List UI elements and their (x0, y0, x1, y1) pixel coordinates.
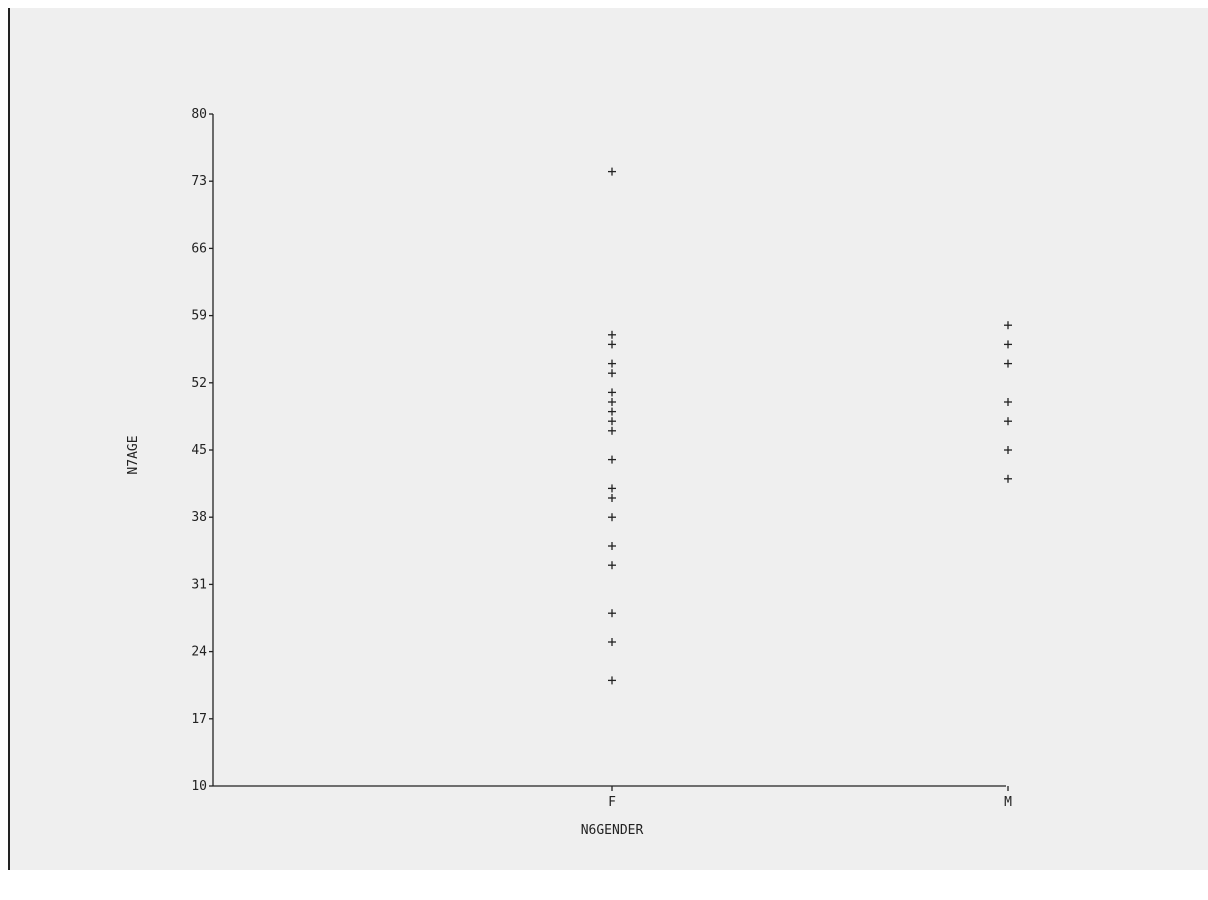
y-tick-label: 73 (191, 174, 207, 189)
data-point-marker (1004, 398, 1012, 406)
data-point-marker (608, 417, 616, 426)
data-point-marker (608, 398, 616, 406)
x-tick: M (1004, 786, 1012, 810)
y-tick-label: 45 (191, 443, 207, 458)
data-point-marker (608, 609, 616, 618)
data-point-marker (608, 455, 616, 464)
y-tick-label: 17 (191, 712, 207, 727)
x-axis-title: N6GENDER (581, 823, 644, 838)
y-tick: 31 (191, 577, 213, 592)
y-tick-label: 66 (191, 241, 207, 256)
y-tick: 24 (191, 645, 213, 660)
x-tick: F (608, 786, 616, 810)
data-point-marker (1004, 417, 1012, 426)
data-point-marker (608, 330, 616, 339)
y-tick-label: 24 (191, 645, 207, 660)
data-point-marker (1004, 474, 1012, 483)
y-tick: 45 (191, 443, 213, 458)
data-point-marker (608, 542, 616, 550)
y-tick-label: 80 (191, 107, 207, 122)
data-point-marker (608, 388, 616, 397)
data-point-marker (1004, 359, 1012, 368)
y-tick-label: 38 (191, 510, 207, 525)
data-point-marker (608, 359, 616, 368)
data-point-marker (608, 676, 616, 685)
data-point-marker (608, 369, 616, 378)
y-tick-label: 31 (191, 577, 207, 592)
data-point-marker (608, 340, 616, 349)
data-point-marker (608, 494, 616, 502)
y-tick: 59 (191, 309, 213, 324)
data-point-marker (608, 407, 616, 416)
data-point-marker (1004, 321, 1012, 330)
y-axis-ticks: 10 17 24 31 38 45 52 59 66 73 80 (191, 107, 213, 794)
y-tick: 38 (191, 510, 213, 525)
data-point-marker (608, 484, 616, 493)
y-tick: 52 (191, 376, 213, 391)
plot-panel (8, 8, 1208, 870)
y-axis-title: N7AGE (126, 435, 141, 474)
y-tick: 80 (191, 107, 213, 122)
y-tick: 17 (191, 712, 213, 727)
y-tick-label: 59 (191, 309, 207, 324)
data-point-marker (1004, 340, 1012, 349)
y-tick: 66 (191, 241, 213, 256)
y-tick: 73 (191, 174, 213, 189)
y-tick-label: 52 (191, 376, 207, 391)
data-points (608, 167, 1012, 685)
data-point-marker (608, 167, 616, 176)
data-point-marker (1004, 446, 1012, 454)
x-tick-label: M (1004, 795, 1012, 810)
axes (212, 114, 1006, 787)
data-point-marker (608, 513, 616, 522)
y-tick: 10 (191, 779, 213, 794)
data-point-marker (608, 426, 616, 435)
data-point-marker (608, 561, 616, 570)
x-tick-label: F (608, 795, 616, 810)
y-tick-label: 10 (191, 779, 207, 794)
data-point-marker (608, 638, 616, 646)
